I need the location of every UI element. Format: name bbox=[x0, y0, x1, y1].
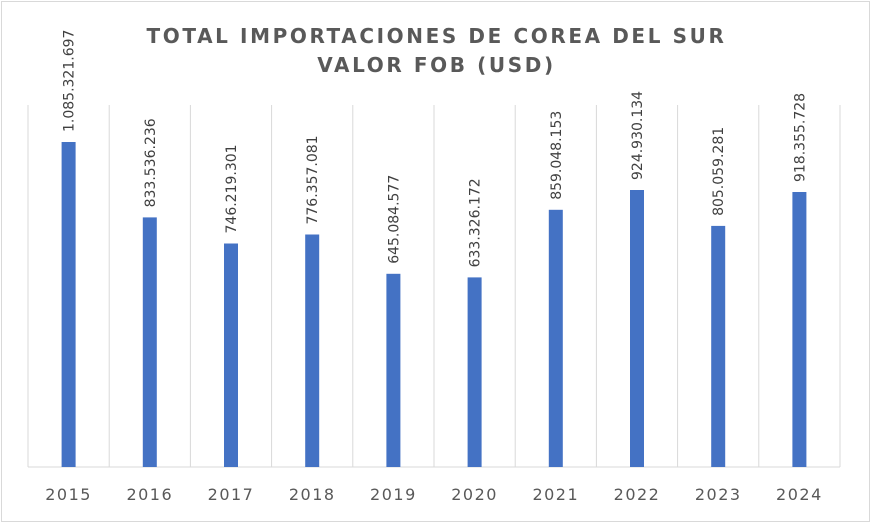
x-tick-label-2020: 2020 bbox=[451, 485, 498, 504]
data-label-2021: 859.048.153 bbox=[549, 111, 565, 200]
bar-2016 bbox=[142, 217, 157, 467]
x-tick-label-2022: 2022 bbox=[614, 485, 661, 504]
bar-2024 bbox=[792, 192, 807, 467]
data-label-2018: 776.357.081 bbox=[305, 135, 321, 224]
bar-2019 bbox=[386, 273, 401, 467]
x-tick-label-2024: 2024 bbox=[776, 485, 823, 504]
data-label-2015: 1.085.321.697 bbox=[62, 30, 78, 132]
bar-2022 bbox=[630, 190, 644, 467]
bar-2017 bbox=[224, 243, 238, 467]
x-tick-label-2021: 2021 bbox=[532, 485, 579, 504]
data-label-2022: 924.930.134 bbox=[630, 91, 646, 180]
data-label-2019: 645.084.577 bbox=[386, 175, 402, 264]
x-tick-label-2016: 2016 bbox=[126, 485, 173, 504]
bar-2020 bbox=[467, 277, 482, 467]
x-tick-label-2023: 2023 bbox=[695, 485, 742, 504]
data-label-2017: 746.219.301 bbox=[224, 144, 240, 233]
bar-2021 bbox=[548, 209, 563, 468]
x-tick-label-2015: 2015 bbox=[45, 485, 92, 504]
x-tick-label-2018: 2018 bbox=[289, 485, 336, 504]
data-label-2020: 633.326.172 bbox=[468, 178, 484, 267]
chart-title: TOTAL IMPORTACIONES DE COREA DEL SUR bbox=[146, 24, 727, 48]
chart-subtitle: VALOR FOB (USD) bbox=[317, 53, 556, 77]
bar-2018 bbox=[305, 234, 320, 467]
data-label-2023: 805.059.281 bbox=[711, 127, 727, 216]
data-label-2016: 833.536.236 bbox=[143, 118, 159, 207]
data-label-2024: 918.355.728 bbox=[792, 93, 808, 182]
x-tick-label-2017: 2017 bbox=[208, 485, 255, 504]
bar-2015 bbox=[61, 142, 76, 467]
chart-title-block: TOTAL IMPORTACIONES DE COREA DEL SUR VAL… bbox=[2, 22, 871, 80]
bar-2023 bbox=[711, 225, 726, 467]
x-tick-label-2019: 2019 bbox=[370, 485, 417, 504]
